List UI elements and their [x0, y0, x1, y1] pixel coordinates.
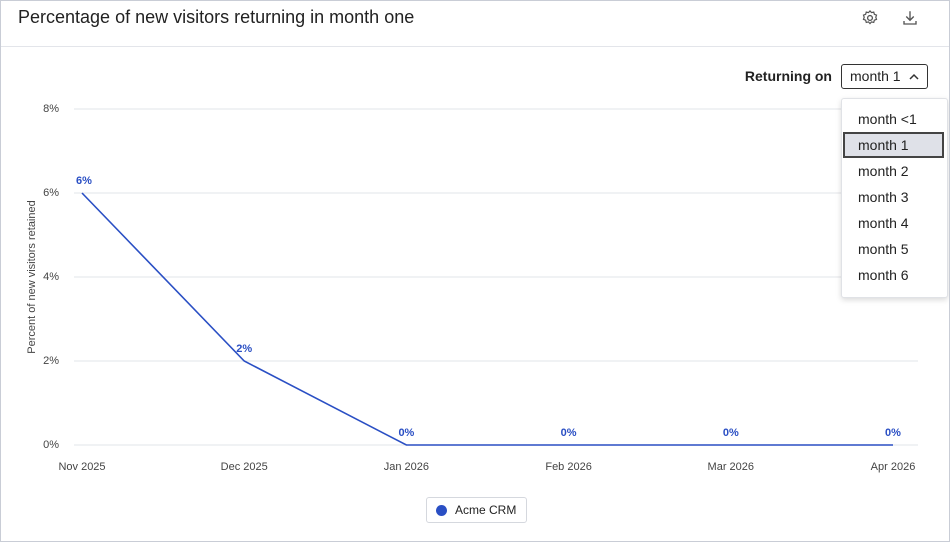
- y-tick-label: 0%: [43, 439, 59, 451]
- selected-value: month 1: [850, 68, 901, 84]
- dropdown-option[interactable]: month 1: [843, 132, 944, 158]
- x-tick-label: Feb 2026: [545, 461, 591, 473]
- legend-item[interactable]: Acme CRM: [426, 497, 528, 523]
- data-label: 6%: [76, 175, 92, 187]
- dropdown-option[interactable]: month <1: [858, 111, 917, 127]
- x-tick-label: Jan 2026: [384, 461, 429, 473]
- x-tick-label: Nov 2025: [58, 461, 105, 473]
- x-tick-label: Mar 2026: [708, 461, 754, 473]
- y-axis-label: Percent of new visitors retained: [26, 200, 38, 353]
- legend-swatch: [436, 505, 447, 516]
- y-tick-label: 6%: [43, 187, 59, 199]
- download-icon[interactable]: [901, 9, 919, 27]
- dropdown-menu: month <1 month 1 month 2 month 3 month 4 mont…: [841, 98, 948, 298]
- dropdown-option[interactable]: month 3: [858, 189, 909, 205]
- settings-icon[interactable]: [861, 9, 879, 27]
- dropdown[interactable]: month 1: [841, 64, 928, 89]
- data-label: 0%: [398, 427, 414, 439]
- data-label: 0%: [723, 427, 739, 439]
- header-divider: [1, 46, 949, 47]
- data-label: 0%: [561, 427, 577, 439]
- data-label: 0%: [885, 427, 901, 439]
- legend-label: Acme CRM: [455, 503, 517, 517]
- series-line: [81, 192, 893, 446]
- dropdown-option[interactable]: month 6: [858, 267, 909, 283]
- y-tick-label: 4%: [43, 271, 59, 283]
- dropdown-option[interactable]: month 2: [858, 163, 909, 179]
- panel-title: Percentage of new visitors returning in …: [18, 7, 415, 27]
- dropdown-option[interactable]: month 5: [858, 241, 909, 257]
- control-label: Returning on: [744, 68, 832, 84]
- y-tick-label: 2%: [43, 355, 59, 367]
- dropdown-option[interactable]: month 4: [858, 215, 909, 231]
- x-tick-label: Dec 2025: [221, 461, 268, 473]
- x-tick-label: Apr 2026: [871, 461, 916, 473]
- y-tick-label: 8%: [43, 103, 59, 115]
- chevron: [909, 73, 919, 80]
- data-label: 2%: [236, 343, 252, 355]
